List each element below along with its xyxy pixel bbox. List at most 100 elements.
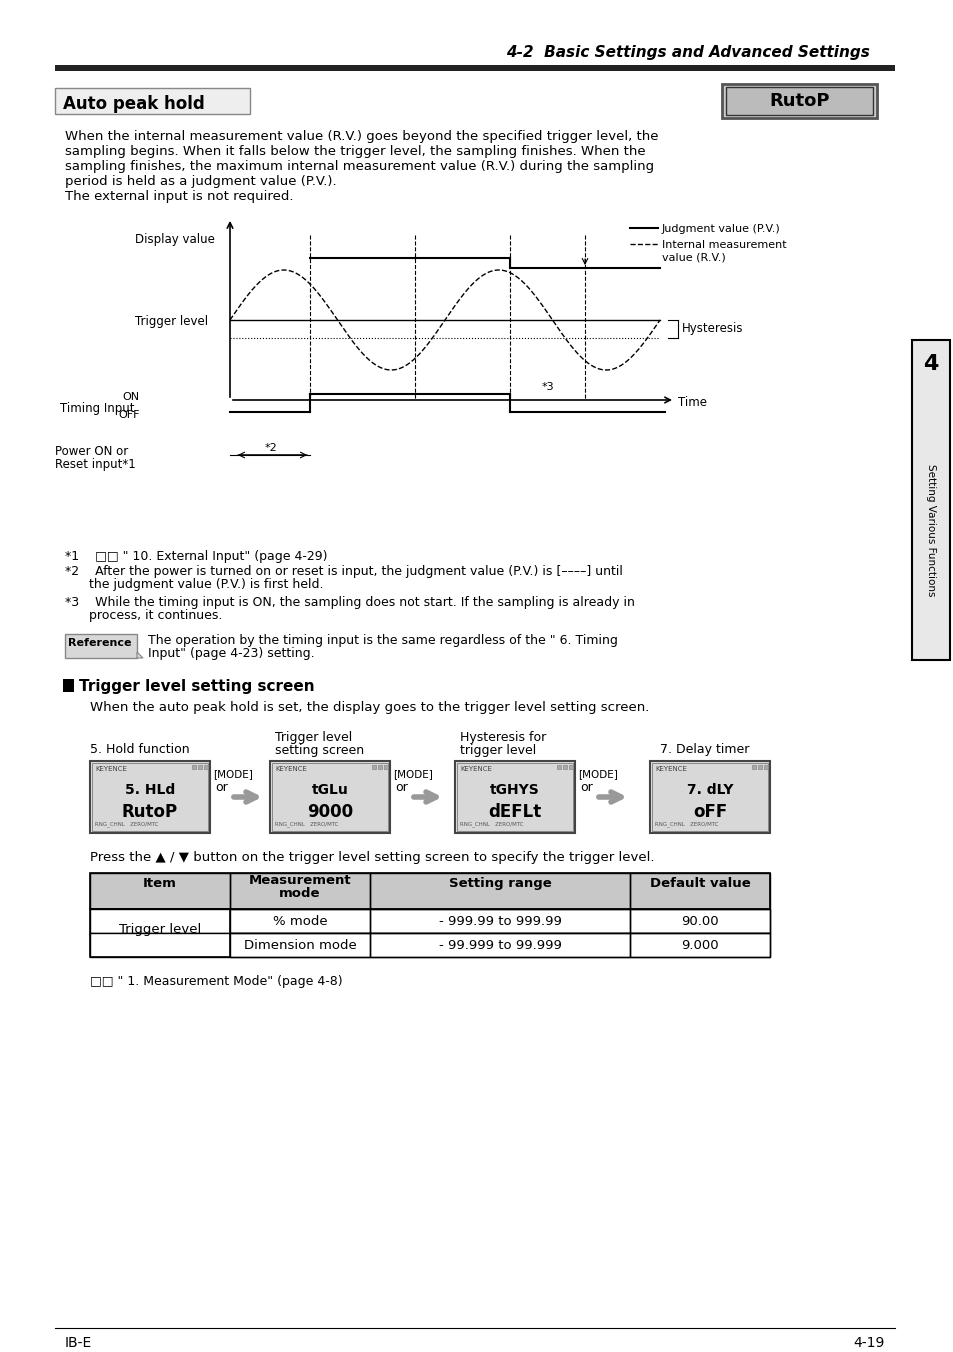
Text: KEYENCE: KEYENCE [274,767,307,772]
Text: *2: *2 [265,443,277,453]
Text: - 99.999 to 99.999: - 99.999 to 99.999 [438,940,561,952]
Bar [55,88,250,114]
Text: 9.000: 9.000 [680,940,718,952]
Text: RNG_CHNL   ZERO/MTC: RNG_CHNL ZERO/MTC [274,821,338,826]
Bar [230,909,370,933]
Text: tGHYS: tGHYS [490,783,539,796]
Bar [649,761,769,833]
Bar [562,765,566,769]
Polygon shape [137,652,143,658]
Text: oFF: oFF [692,803,726,821]
Text: sampling finishes, the maximum internal measurement value (R.V.) during the samp: sampling finishes, the maximum internal … [65,160,654,173]
Bar [230,873,370,909]
Text: Judgment value (P.V.): Judgment value (P.V.) [661,224,780,234]
Bar [372,765,375,769]
Text: Internal measurement: Internal measurement [661,241,786,250]
Text: When the internal measurement value (R.V.) goes beyond the specified trigger lev: When the internal measurement value (R.V… [65,130,658,143]
Bar [90,909,230,957]
Text: trigger level: trigger level [459,744,536,757]
Text: Trigger level: Trigger level [119,922,201,936]
Text: 4-19: 4-19 [853,1336,884,1351]
Text: RNG_CHNL   ZERO/MTC: RNG_CHNL ZERO/MTC [95,821,158,826]
Text: Item: Item [143,877,176,890]
Text: KEYENCE: KEYENCE [655,767,686,772]
Text: the judgment value (P.V.) is first held.: the judgment value (P.V.) is first held. [65,579,323,591]
Text: value (R.V.): value (R.V.) [661,253,725,264]
Bar [370,873,629,909]
Text: setting screen: setting screen [274,744,364,757]
Bar [763,765,767,769]
Bar [455,761,575,833]
Bar [90,873,769,909]
Bar [270,761,390,833]
Text: Trigger level: Trigger level [135,315,208,329]
Text: When the auto peak hold is set, the display goes to the trigger level setting sc: When the auto peak hold is set, the disp… [90,700,649,714]
Bar [204,765,208,769]
Bar [725,87,872,115]
Text: KEYENCE: KEYENCE [459,767,492,772]
Text: 5. Hold function: 5. Hold function [90,744,190,756]
Text: [MODE]: [MODE] [393,769,433,779]
Text: Timing Input: Timing Input [60,402,135,415]
Text: mode: mode [279,887,320,900]
Text: The operation by the timing input is the same regardless of the " 6. Timing: The operation by the timing input is the… [148,634,618,648]
Text: ON: ON [123,392,140,402]
Text: 9000: 9000 [307,803,353,821]
Text: *1    □□ " 10. External Input" (page 4-29): *1 □□ " 10. External Input" (page 4-29) [65,550,327,562]
Text: RutoP: RutoP [769,92,829,110]
Text: 4-2  Basic Settings and Advanced Settings: 4-2 Basic Settings and Advanced Settings [506,45,869,59]
Text: Press the ▲ / ▼ button on the trigger level setting screen to specify the trigge: Press the ▲ / ▼ button on the trigger le… [90,850,654,864]
Text: *2    After the power is turned on or reset is input, the judgment value (P.V.) : *2 After the power is turned on or reset… [65,565,622,579]
Text: Auto peak hold: Auto peak hold [63,95,205,114]
Bar [384,765,388,769]
Bar [456,763,573,831]
Text: Display value: Display value [135,233,214,246]
Bar [90,909,769,933]
Bar [63,679,74,692]
Text: process, it continues.: process, it continues. [65,608,222,622]
Bar [758,765,761,769]
Text: dEFLt: dEFLt [488,803,541,821]
Text: 7. dLY: 7. dLY [686,783,733,796]
Text: The external input is not required.: The external input is not required. [65,191,294,203]
Text: *3    While the timing input is ON, the sampling does not start. If the sampling: *3 While the timing input is ON, the sam… [65,596,634,608]
Bar [629,933,769,957]
Bar [751,765,755,769]
Text: Time: Time [678,396,706,410]
Text: Setting range: Setting range [448,877,551,890]
Bar [651,763,767,831]
Text: Reset input*1: Reset input*1 [55,458,135,470]
Bar [55,65,894,72]
Text: *3: *3 [541,383,554,392]
Text: Power ON or: Power ON or [55,445,128,458]
Bar [557,765,560,769]
Bar [192,765,195,769]
Text: % mode: % mode [273,915,327,927]
Bar [198,765,202,769]
Text: Reference: Reference [68,638,132,648]
Text: RNG_CHNL   ZERO/MTC: RNG_CHNL ZERO/MTC [459,821,523,826]
Text: RNG_CHNL   ZERO/MTC: RNG_CHNL ZERO/MTC [655,821,718,826]
Text: Trigger level: Trigger level [274,731,352,744]
Bar [629,873,769,909]
Text: 5. HLd: 5. HLd [125,783,175,796]
Text: [MODE]: [MODE] [213,769,253,779]
Text: Measurement: Measurement [249,873,351,887]
Bar [90,873,230,909]
Bar [65,634,137,658]
Text: tGLu: tGLu [312,783,348,796]
Bar [629,909,769,933]
Text: sampling begins. When it falls below the trigger level, the sampling finishes. W: sampling begins. When it falls below the… [65,145,645,158]
Bar [721,84,876,118]
Text: - 999.99 to 999.99: - 999.99 to 999.99 [438,915,561,927]
Bar [230,933,370,957]
Text: KEYENCE: KEYENCE [95,767,127,772]
Text: period is held as a judgment value (P.V.).: period is held as a judgment value (P.V.… [65,174,336,188]
Text: IB-E: IB-E [65,1336,92,1351]
Text: Setting Various Functions: Setting Various Functions [925,464,935,596]
Text: [MODE]: [MODE] [578,769,618,779]
Bar [91,763,208,831]
Text: or: or [214,781,228,794]
Text: 7. Delay timer: 7. Delay timer [659,744,749,756]
Bar [90,909,230,933]
